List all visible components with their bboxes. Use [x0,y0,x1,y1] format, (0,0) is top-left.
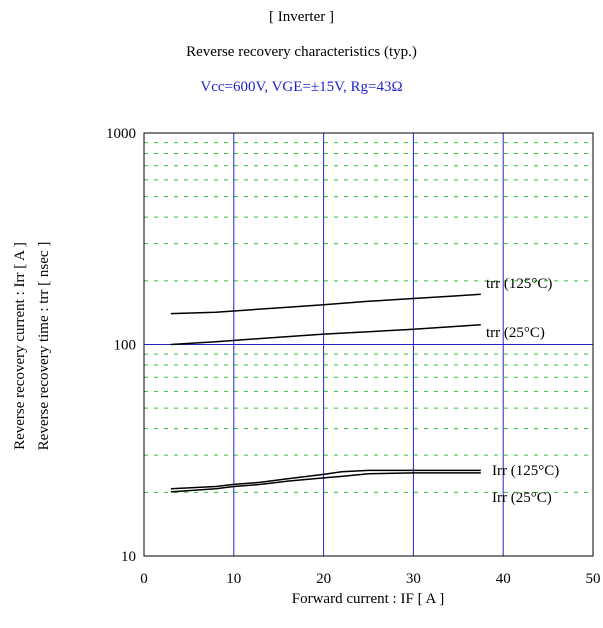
series-line [170,323,481,346]
y-axis-label-current: Reverse recovery current : Irr [ A ] [12,242,28,450]
series-line [170,472,481,493]
x-tick-label: 10 [226,571,241,587]
x-tick-label: 0 [140,571,148,587]
major-grid [144,133,593,556]
series-line [170,469,481,490]
series-label: trr (25°C) [486,325,545,341]
y-axis-label-time: Reverse recovery time : trr [ nsec ] [36,242,52,451]
x-tick-label: 30 [406,571,421,587]
x-tick-label: 50 [586,571,601,587]
series-label: Irr (25°C) [492,490,552,506]
y-tick-label: 10 [121,549,136,565]
plot-frame [143,132,594,557]
line-labels: trr (125°C) trr (25°C) Irr (125°C) Irr (25°… [486,276,559,506]
series-line [170,293,481,315]
test-conditions: Vcc=600V, VGE=±15V, Rg=43Ω [200,79,403,95]
x-tick-label: 40 [496,571,511,587]
chart-subtitle: Reverse recovery characteristics (typ.) [186,44,417,60]
x-axis-label: Forward current : IF [ A ] [292,591,444,607]
series-label: Irr (125°C) [492,463,559,479]
y-tick-label: 100 [114,338,137,354]
series-label: trr (125°C) [486,276,552,292]
series-group [170,293,481,493]
chart-title: [ Inverter ] [269,9,334,25]
y-tick-label: 1000 [106,126,136,142]
x-tick-label: 20 [316,571,331,587]
